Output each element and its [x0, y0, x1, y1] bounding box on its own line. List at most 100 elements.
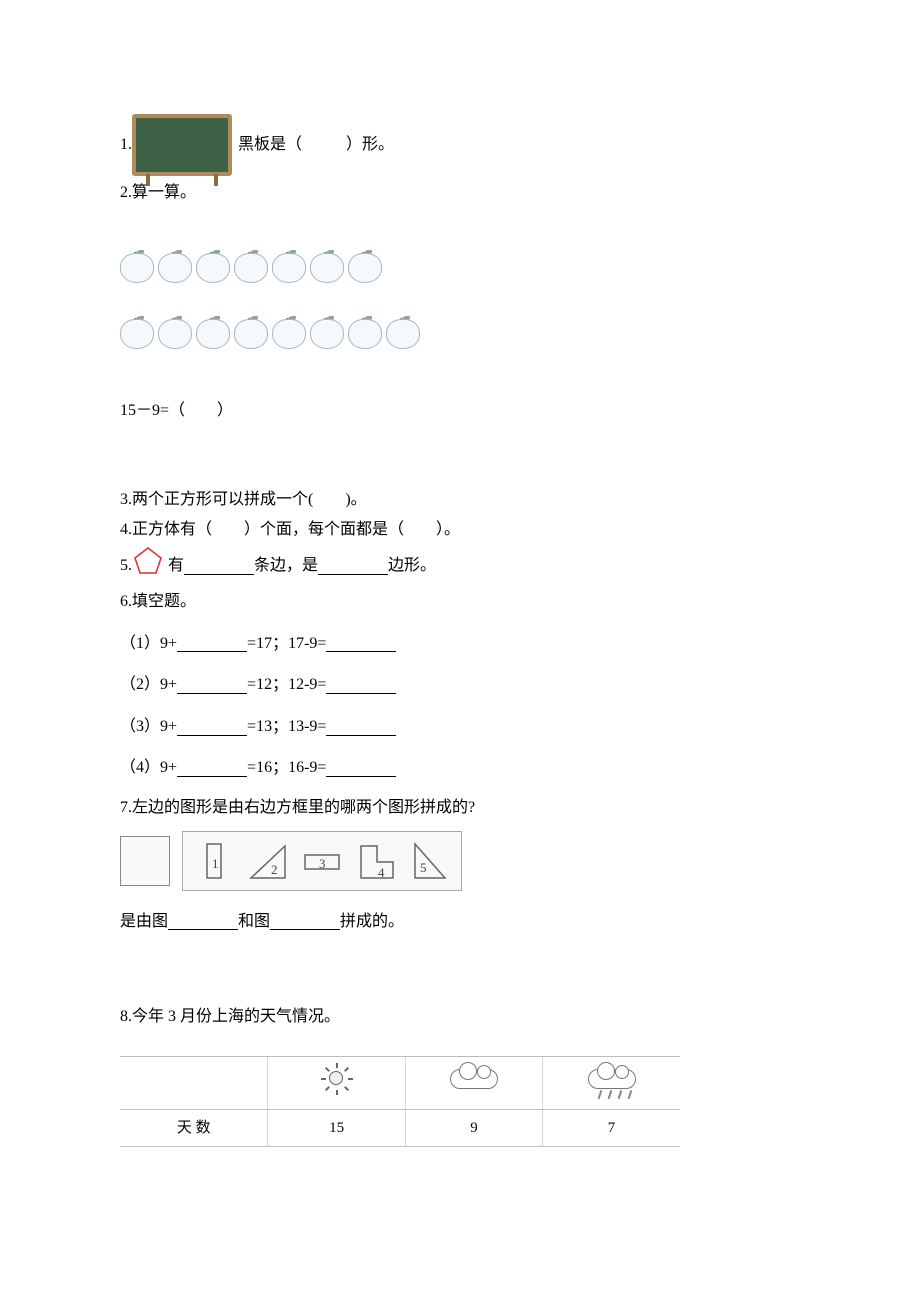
apple-icon: [234, 314, 270, 350]
q6-item-mid: =12；12-9=: [247, 672, 326, 698]
apple-icon: [120, 314, 156, 350]
q6-item: （3）9+ =13；13-9=: [120, 714, 800, 740]
apple-icon: [310, 314, 346, 350]
question-6-title: 6. 填空题。: [120, 589, 800, 615]
q1-text-before: 黑板是（: [238, 132, 302, 158]
weather-sunny-value: 15: [268, 1109, 405, 1146]
q3-number: 3.: [120, 487, 132, 513]
q6-item: （2）9+ =12；12-9=: [120, 672, 800, 698]
q6-item-lhs: 9+: [160, 631, 177, 657]
q6-item-mid: =13；13-9=: [247, 714, 326, 740]
q6-blank-b: [326, 759, 396, 777]
q5-blank-1: [184, 557, 254, 575]
weather-rainy-value: 7: [543, 1109, 680, 1146]
q6-item: （1）9+ =17；17-9=: [120, 631, 800, 657]
weather-icon-row: [120, 1056, 680, 1109]
q7-option-2-label: 2: [271, 860, 278, 881]
question-7-title: 7. 左边的图形是由右边方框里的哪两个图形拼成的?: [120, 795, 800, 821]
q5-text-c: 边形。: [388, 553, 436, 579]
weather-header-blank: [120, 1056, 268, 1109]
q6-item: （4）9+ =16；16-9=: [120, 755, 800, 781]
apple-icon: [120, 248, 156, 284]
q2-number: 2.: [120, 180, 132, 206]
apple-icon: [196, 314, 232, 350]
q6-blank-a: [177, 718, 247, 736]
q6-blank-a: [177, 634, 247, 652]
q1-text-after: ）形。: [346, 132, 394, 158]
q7-target-square: [120, 836, 170, 886]
weather-rainy-icon-cell: [543, 1056, 680, 1109]
q6-blank-b: [326, 718, 396, 736]
q7-answer-blank-1: [168, 912, 238, 930]
weather-sunny-icon-cell: [268, 1056, 405, 1109]
weather-value-row: 天 数 15 9 7: [120, 1109, 680, 1146]
q6-item-index: （4）: [120, 755, 160, 781]
weather-table: 天 数 15 9 7: [120, 1056, 680, 1147]
q6-title: 填空题。: [132, 589, 196, 615]
question-3: 3. 两个正方形可以拼成一个( )。: [120, 487, 800, 513]
question-8-title: 8. 今年 3 月份上海的天气情况。: [120, 1004, 800, 1030]
q6-item-mid: =16；16-9=: [247, 755, 326, 781]
q7-option-1: 1: [191, 838, 237, 884]
q6-blank-b: [326, 676, 396, 694]
q5-text-b: 条边，是: [254, 553, 318, 579]
q7-title: 左边的图形是由右边方框里的哪两个图形拼成的?: [132, 795, 475, 821]
q6-item-mid: =17；17-9=: [247, 631, 326, 657]
q7-answer-suffix: 拼成的。: [340, 909, 404, 935]
apple-icon: [158, 248, 194, 284]
apple-icon: [348, 314, 384, 350]
q7-option-5: 5: [407, 838, 453, 884]
q7-option-4-label: 4: [378, 863, 385, 884]
q7-option-3-label: 3: [319, 854, 326, 875]
q4-number: 4.: [120, 517, 132, 543]
apple-icon: [386, 314, 422, 350]
q7-answer-line: 是由图 和图 拼成的。: [120, 909, 800, 935]
q5-number: 5.: [120, 553, 132, 579]
q2-expression-text: 15－9=（ ）: [120, 398, 233, 424]
apple-icon: [234, 248, 270, 284]
q6-blank-a: [177, 759, 247, 777]
q6-item-lhs: 9+: [160, 672, 177, 698]
apple-icon: [310, 248, 346, 284]
apple-icon: [272, 248, 308, 284]
apple-row-1: [120, 248, 800, 284]
rain-icon: [588, 1069, 636, 1089]
apple-icon: [348, 248, 384, 284]
q7-shapes-panel: 1 2 3 4 5: [120, 831, 800, 891]
q2-expression: 15－9=（ ）: [120, 398, 800, 424]
q6-item-index: （2）: [120, 672, 160, 698]
q6-blank-a: [177, 676, 247, 694]
q7-answer-mid: 和图: [238, 909, 270, 935]
weather-cloudy-icon-cell: [405, 1056, 542, 1109]
question-2-title: 2. 算一算。: [120, 180, 800, 206]
q1-number: 1.: [120, 132, 132, 158]
apple-icon: [272, 314, 308, 350]
cloud-icon: [450, 1069, 498, 1089]
q5-blank-2: [318, 557, 388, 575]
q6-number: 6.: [120, 589, 132, 615]
q2-title: 算一算。: [132, 180, 196, 206]
q6-item-index: （3）: [120, 714, 160, 740]
question-4: 4. 正方体有（ ）个面，每个面都是（ ）。: [120, 517, 800, 543]
q7-option-3: 3: [299, 838, 345, 884]
q8-title: 今年 3 月份上海的天气情况。: [132, 1004, 340, 1030]
apple-row-2: [120, 314, 800, 350]
q6-item-lhs: 9+: [160, 755, 177, 781]
question-5: 5. 有 条边，是 边形。: [120, 546, 800, 585]
q4-text: 正方体有（ ）个面，每个面都是（ ）。: [132, 517, 460, 543]
q8-number: 8.: [120, 1004, 132, 1030]
apple-icon: [196, 248, 232, 284]
q7-option-5-label: 5: [420, 858, 427, 879]
sun-icon: [321, 1063, 353, 1095]
q7-options-group: 1 2 3 4 5: [182, 831, 462, 891]
q7-option-2: 2: [245, 838, 291, 884]
q5-text-a: 有: [168, 553, 184, 579]
q6-item-lhs: 9+: [160, 714, 177, 740]
q6-item-index: （1）: [120, 631, 160, 657]
q7-answer-blank-2: [270, 912, 340, 930]
q7-answer-prefix: 是由图: [120, 909, 168, 935]
q3-text: 两个正方形可以拼成一个( )。: [132, 487, 367, 513]
q7-option-1-label: 1: [212, 854, 219, 875]
apple-icon: [158, 314, 194, 350]
question-1: 1. 黑板是（ ）形。: [120, 114, 800, 176]
